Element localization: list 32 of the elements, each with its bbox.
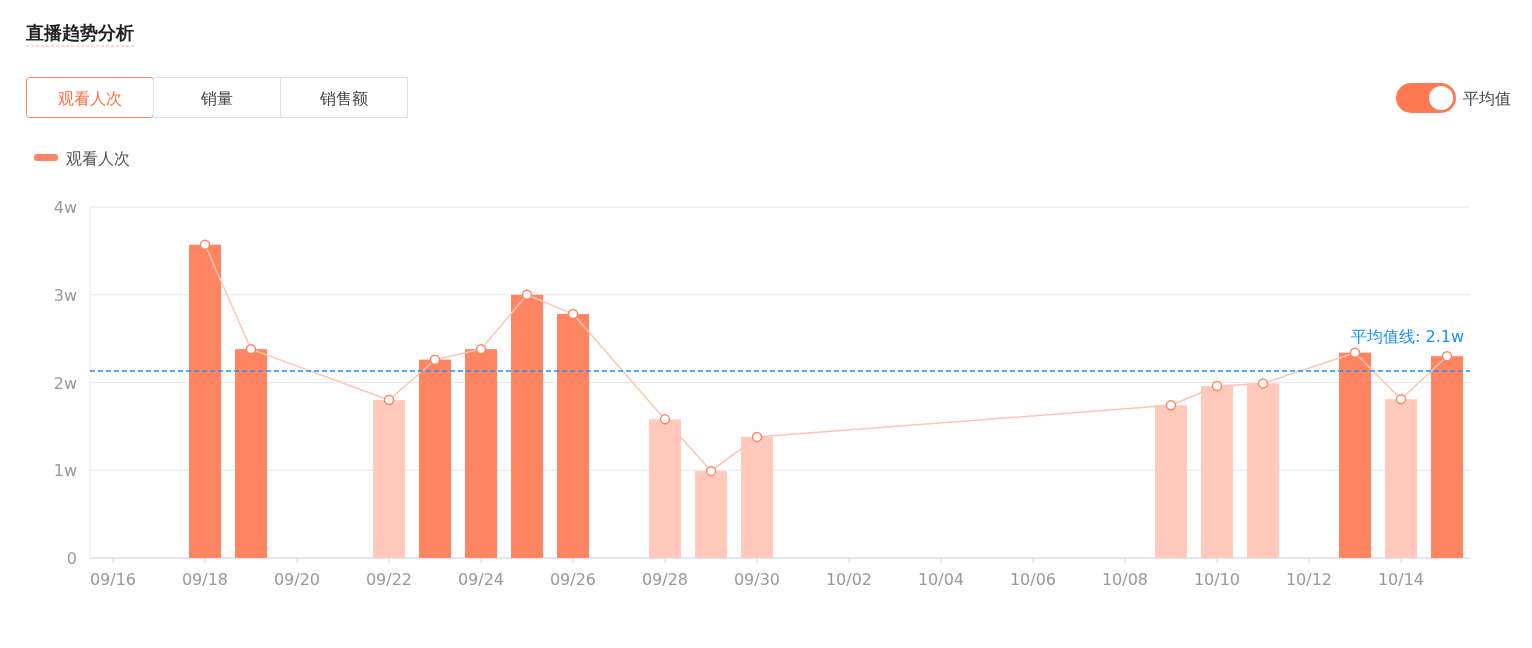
x-tick-label: 09/24: [457, 570, 505, 589]
y-tick-label: 2w: [53, 373, 77, 393]
bar: [511, 294, 543, 558]
x-tick-label: 09/22: [365, 570, 413, 589]
legend-label: 观看人次: [66, 149, 130, 168]
x-tick-label: 10/04: [917, 570, 965, 589]
x-tick-label: 09/28: [641, 570, 689, 589]
y-tick-label: 0: [66, 549, 77, 568]
bar: [189, 244, 221, 558]
y-tick-label: 3w: [53, 285, 77, 305]
x-tick-label: 10/02: [825, 570, 873, 589]
text: 平均值: [1463, 89, 1511, 108]
bar: [695, 471, 727, 558]
bar: [419, 359, 451, 558]
chart-title: 直播趋势分析: [25, 22, 134, 43]
x-tick-label: 09/30: [733, 570, 781, 589]
x-tick-label: 10/06: [1009, 570, 1057, 589]
x-tick-label: 10/14: [1377, 570, 1425, 589]
tab: 观看人次: [26, 77, 154, 118]
x-tick-label: 09/16: [89, 570, 137, 589]
x-tick-label: 09/20: [273, 570, 321, 589]
x-tick-label: 10/12: [1285, 570, 1333, 589]
y-tick-label: 4w: [53, 198, 77, 217]
ref-line-label: 平均值线: 2.1w: [1350, 327, 1464, 347]
bar: [1385, 399, 1417, 558]
x-tick-label: 09/26: [549, 570, 597, 589]
x-tick-label: 09/18: [181, 570, 229, 589]
tab: 销量: [153, 77, 281, 118]
x-tick-label: 10/10: [1193, 570, 1241, 589]
y-tick-label: 1w: [53, 461, 77, 481]
x-tick-label: 10/08: [1101, 570, 1149, 589]
tab: 销售额: [280, 77, 408, 118]
